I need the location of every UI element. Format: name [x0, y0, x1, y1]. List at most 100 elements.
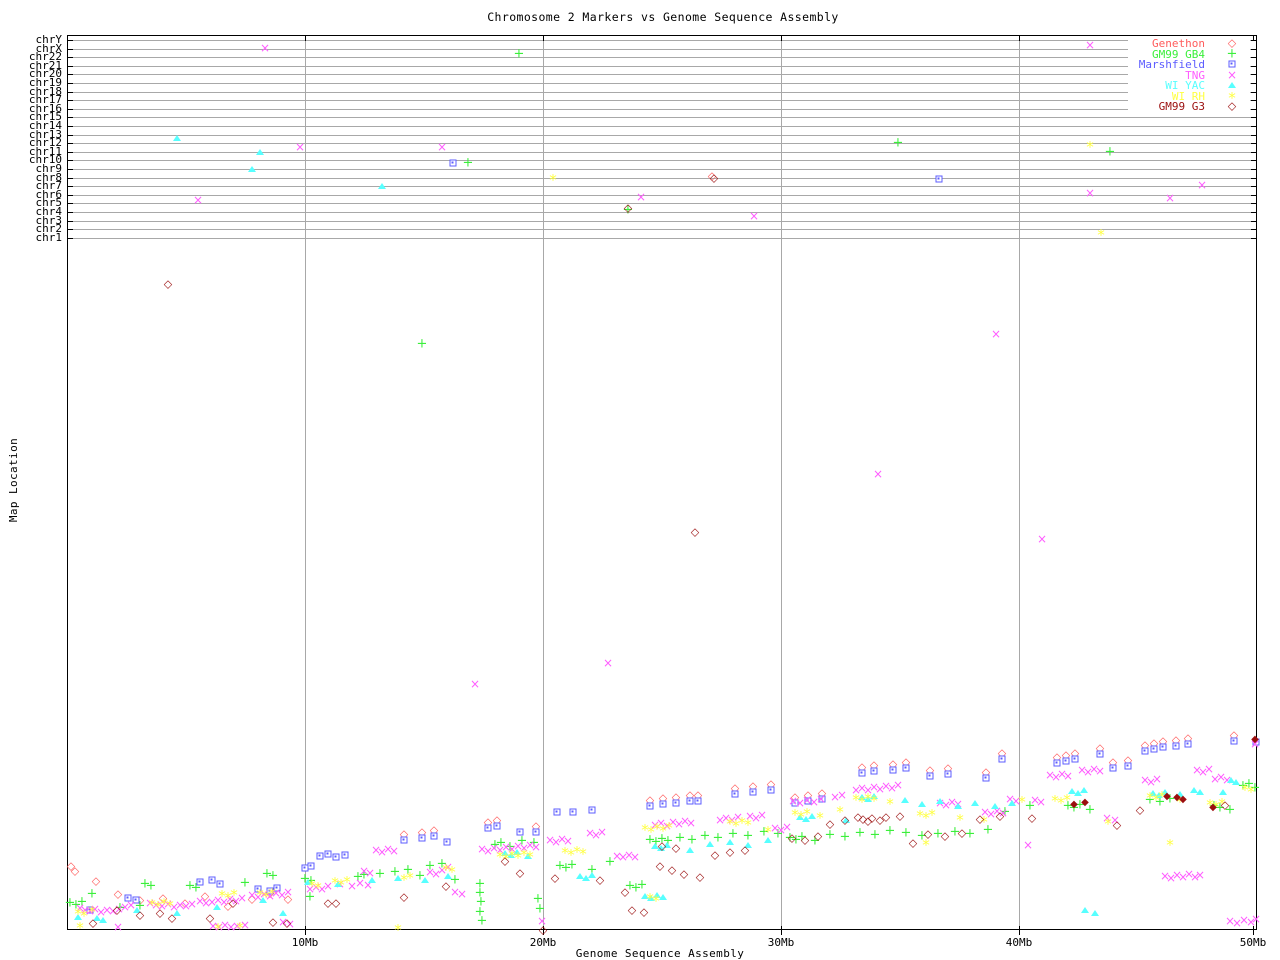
point-tng: × — [1249, 737, 1261, 751]
point-tng: × — [584, 826, 596, 840]
point-tng: × — [79, 903, 91, 917]
point-gm99-gb4: + — [114, 900, 126, 916]
point-wi-rh: * — [256, 886, 264, 905]
point-gm99-gb4: + — [624, 878, 636, 894]
point-tng: × — [679, 814, 691, 828]
row-label-chr10: chr10 — [28, 153, 62, 167]
point-wi-rh: * — [308, 877, 316, 896]
point-tng: × — [815, 792, 827, 806]
point-genethon: ◇ — [531, 819, 541, 833]
point-gm99-gb4: + — [1214, 800, 1226, 816]
point-marshfield — [341, 851, 349, 859]
point-gm99-gb4: + — [304, 889, 316, 905]
point-wi-yac — [706, 841, 714, 847]
point-wi-rh: * — [1166, 836, 1174, 855]
point-tng: × — [1165, 871, 1177, 885]
point-gm99-g3: ◆ — [1070, 799, 1078, 810]
point-tng: × — [174, 898, 186, 912]
point-tng: × — [946, 795, 958, 809]
chromosome-gridline — [67, 83, 1257, 84]
point-wi-yac — [901, 797, 909, 803]
point-tng: × — [1084, 186, 1096, 200]
point-marshfield — [216, 880, 224, 888]
point-wi-rh: * — [230, 886, 238, 905]
point-marshfield — [659, 800, 667, 808]
x-tick-top — [305, 35, 306, 41]
point-gm99-g3: ◇ — [163, 277, 173, 291]
x-gridline — [305, 35, 306, 930]
point-gm99-gb4: + — [758, 824, 770, 840]
point-tng: × — [602, 656, 614, 670]
point-gm99-gb4: + — [70, 897, 82, 913]
point-tng: × — [655, 816, 667, 830]
x-tick-label: 40Mb — [1005, 936, 1033, 949]
point-tng: × — [997, 806, 1009, 820]
point-wi-yac — [1081, 907, 1089, 913]
point-genethon: ◇ — [1229, 728, 1239, 742]
point-marshfield — [332, 853, 340, 861]
point-gm99-gb4: + — [900, 825, 912, 841]
point-wi-rh: * — [1212, 798, 1220, 817]
point-genethon: ◇ — [1095, 741, 1105, 755]
point-tng: × — [264, 889, 276, 903]
point-gm99-g3: ◇ — [1112, 818, 1122, 832]
point-tng: × — [623, 848, 635, 862]
point-tng: × — [781, 820, 793, 834]
point-genethon: ◇ — [1171, 733, 1181, 747]
x-tick-label: 50Mb — [1239, 936, 1267, 949]
x-gridline — [1019, 35, 1020, 930]
point-gm99-gb4: + — [504, 839, 516, 855]
point-wi-rh: * — [1176, 793, 1184, 812]
point-tng: × — [856, 781, 868, 795]
right-tick — [1251, 134, 1257, 136]
chromosome-gridline — [67, 177, 1257, 179]
point-wi-rh: * — [1057, 794, 1065, 813]
point-tng: × — [544, 833, 556, 847]
point-gm99-g3: ◇ — [268, 915, 278, 929]
point-tng: × — [107, 904, 119, 918]
point-tng: × — [213, 920, 225, 934]
row-label-chr1: chr1 — [35, 230, 63, 244]
point-wi-yac — [1227, 777, 1235, 783]
point-wi-rh: * — [653, 820, 661, 839]
legend-marker: ◇ — [1227, 99, 1237, 113]
point-wi-rh: * — [514, 849, 522, 868]
point-gm99-gb4: + — [76, 894, 88, 910]
point-gm99-g3: ◇ — [800, 833, 810, 847]
chromosome-gridline — [67, 169, 1257, 170]
left-tick — [67, 134, 73, 136]
point-tng: × — [506, 842, 518, 856]
point-gm99-g3: ◇ — [639, 905, 649, 919]
point-tng: × — [1062, 769, 1074, 783]
left-tick — [67, 186, 73, 188]
point-tng: × — [1164, 191, 1176, 205]
point-wi-rh: * — [160, 895, 168, 914]
point-tng: × — [1245, 915, 1257, 929]
point-genethon: ◇ — [180, 896, 190, 910]
x-tick-label: 10Mb — [291, 936, 319, 949]
point-tng: × — [494, 843, 506, 857]
point-marshfield — [1096, 750, 1104, 758]
point-gm99-g3: ◇ — [671, 841, 681, 855]
point-tng: × — [282, 885, 294, 899]
point-genethon: ◇ — [857, 760, 867, 774]
point-gm99-gb4: + — [790, 832, 802, 848]
point-gm99-gb4: + — [884, 823, 896, 839]
point-gm99-gb4: + — [532, 891, 544, 907]
chromosome-gridline — [67, 117, 1257, 119]
point-marshfield — [731, 790, 739, 798]
row-label-chr8: chr8 — [35, 170, 63, 184]
x-tick-bottom — [1019, 926, 1020, 935]
point-gm99-g3: ◇ — [135, 908, 145, 922]
point-marshfield — [569, 808, 577, 816]
point-gm99-gb4: + — [854, 825, 866, 841]
row-label-chr20: chr20 — [28, 67, 62, 81]
point-gm99-gb4: + — [475, 894, 487, 910]
point-tng: × — [186, 897, 198, 911]
point-wi-yac — [99, 917, 107, 923]
point-tng: × — [252, 890, 264, 904]
point-gm99-gb4: + — [796, 829, 808, 845]
point-tng: × — [880, 779, 892, 793]
left-tick — [67, 108, 73, 110]
right-tick — [1251, 126, 1257, 127]
